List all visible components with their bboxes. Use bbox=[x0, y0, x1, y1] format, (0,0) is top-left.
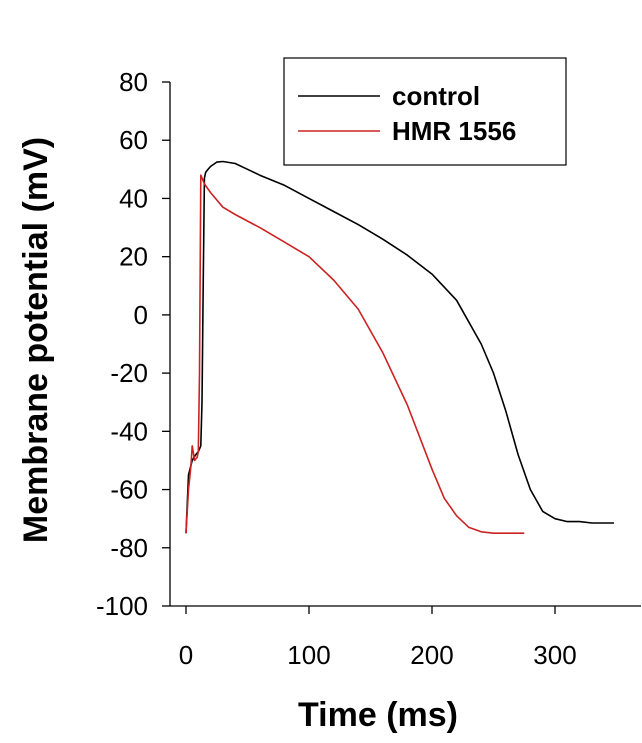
series-line-control bbox=[185, 160, 614, 534]
y-tick-label: -100 bbox=[96, 591, 148, 621]
x-tick-label: 200 bbox=[410, 640, 453, 670]
y-tick-label: -80 bbox=[110, 533, 148, 563]
legend-label-hmr-1556: HMR 1556 bbox=[392, 116, 516, 146]
y-tick-label: 60 bbox=[119, 125, 148, 155]
y-tick-label: 20 bbox=[119, 242, 148, 272]
legend: control HMR 1556 bbox=[283, 57, 567, 166]
series-layer bbox=[185, 160, 614, 534]
x-axis: 0 100 200 300 bbox=[170, 605, 641, 670]
x-ticks: 0 100 200 300 bbox=[179, 606, 577, 670]
x-tick-label: 0 bbox=[179, 640, 193, 670]
y-tick-label: -60 bbox=[110, 475, 148, 505]
y-ticks: -100 -80 -60 -40 -20 0 20 40 60 80 bbox=[96, 67, 170, 621]
y-axis: -100 -80 -60 -40 -20 0 20 40 60 80 bbox=[96, 67, 171, 621]
x-tick-label: 300 bbox=[533, 640, 576, 670]
y-tick-label: -40 bbox=[110, 416, 148, 446]
series-line-hmr-1556 bbox=[185, 174, 525, 534]
y-tick-label: -20 bbox=[110, 358, 148, 388]
x-tick-label: 100 bbox=[287, 640, 330, 670]
y-axis-title: Membrane potential (mV) bbox=[17, 137, 55, 543]
y-tick-label: 0 bbox=[134, 300, 148, 330]
y-tick-label: 80 bbox=[119, 67, 148, 97]
legend-label-control: control bbox=[392, 81, 480, 111]
y-tick-label: 40 bbox=[119, 183, 148, 213]
legend-box bbox=[283, 57, 567, 166]
x-axis-title: Time (ms) bbox=[298, 696, 458, 734]
